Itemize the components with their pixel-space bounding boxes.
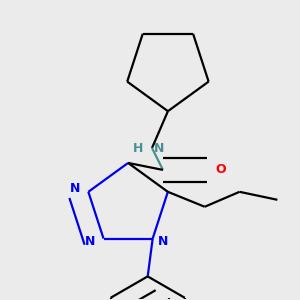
Text: N: N — [85, 235, 96, 248]
Text: N: N — [70, 182, 80, 195]
Text: O: O — [215, 164, 226, 176]
Text: H: H — [133, 142, 143, 154]
Text: N: N — [154, 142, 164, 154]
Text: N: N — [158, 235, 168, 248]
